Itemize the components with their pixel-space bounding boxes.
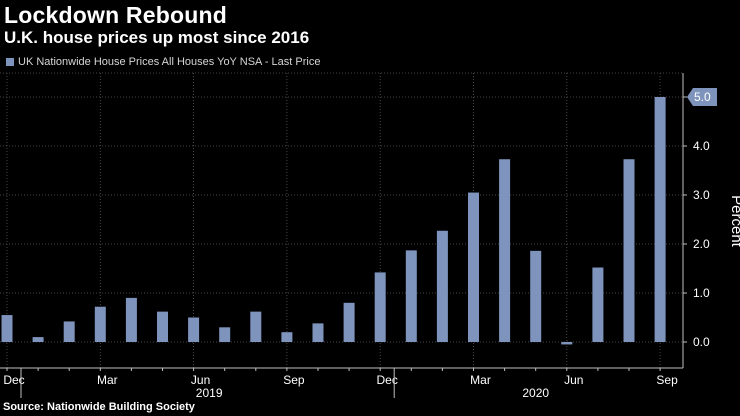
year-label: 2019 (196, 386, 223, 400)
bar (592, 267, 604, 342)
y-tick-label: 1.0 (693, 286, 710, 300)
y-tick-label: 3.0 (693, 188, 710, 202)
bar (281, 332, 293, 342)
bar (188, 317, 200, 342)
bar (157, 311, 168, 342)
bar (468, 192, 479, 342)
year-label: 2020 (522, 386, 549, 400)
legend-label: UK Nationwide House Prices All Houses Yo… (18, 56, 321, 68)
y-tick-label: 4.0 (693, 139, 710, 153)
bar (343, 302, 355, 342)
bar (623, 159, 635, 342)
bar (125, 297, 137, 342)
bar (436, 230, 448, 342)
bar (219, 327, 231, 342)
bar (94, 306, 106, 342)
bar (499, 159, 511, 342)
x-tick-label: Dec (3, 373, 24, 387)
x-tick-label: Jun (191, 373, 210, 387)
bar (654, 97, 666, 342)
chart-legend: UK Nationwide House Prices All Houses Yo… (6, 56, 320, 68)
x-tick-label: Dec (377, 373, 398, 387)
y-axis-title: Percent (728, 195, 740, 248)
bar (32, 337, 44, 342)
source-note: Source: Nationwide Building Society (3, 401, 195, 413)
bar (312, 323, 324, 342)
chart-subtitle: U.K. house prices up most since 2016 (4, 28, 310, 47)
x-tick-label: Mar (470, 373, 491, 387)
last-value-box (687, 88, 717, 106)
bar (530, 250, 542, 342)
bar (374, 272, 386, 342)
bar (250, 311, 262, 342)
x-tick-label: Sep (283, 373, 305, 387)
x-tick-label: Jun (564, 373, 583, 387)
x-tick-label: Sep (656, 373, 678, 387)
bar (561, 342, 573, 345)
bar (1, 315, 13, 342)
last-value-label: 5.0 (694, 90, 711, 104)
chart-title: Lockdown Rebound (4, 2, 227, 28)
x-tick-label: Mar (97, 373, 118, 387)
y-tick-label: 2.0 (693, 237, 710, 251)
y-tick-label: 0.0 (693, 335, 710, 349)
bar (63, 321, 75, 342)
legend-swatch (6, 58, 14, 66)
bar (405, 250, 417, 342)
